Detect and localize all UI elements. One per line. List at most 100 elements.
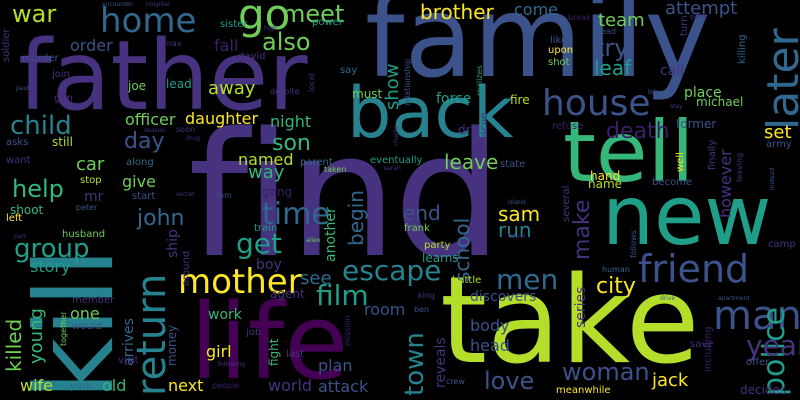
word-island: island (508, 199, 526, 206)
word-game: game (690, 13, 708, 20)
word-new: new (602, 169, 772, 264)
word-call: call (660, 63, 685, 79)
word-life: life (190, 281, 349, 400)
word-money: money (165, 324, 179, 366)
word-killing: killing (737, 34, 748, 64)
word-death: death (606, 119, 670, 144)
word-order: order (70, 36, 113, 55)
word-encounter: encounter (102, 1, 133, 8)
word-break: break (568, 13, 591, 22)
word-despite: despite (270, 87, 300, 96)
word-together: together (59, 311, 68, 346)
word-following: following (218, 361, 245, 368)
word-follows: follows (629, 230, 638, 258)
word-girl: girl (206, 342, 232, 361)
word-away: away (208, 78, 256, 99)
word-story: story (30, 257, 71, 276)
word-season: season (144, 127, 166, 134)
word-jack: jack (652, 370, 689, 391)
word-husband: husband (62, 229, 106, 240)
word-head: head (470, 336, 510, 355)
word-work: work (208, 307, 242, 323)
word-human: human (602, 265, 630, 274)
word-learns: learns (422, 251, 459, 265)
word-leaf: leaf (594, 56, 632, 80)
word-sister: sister (220, 19, 248, 30)
word-named: named (238, 150, 294, 169)
word-joe: joe (128, 79, 147, 93)
word-member: member (72, 295, 115, 306)
word-son: son (272, 131, 311, 156)
word-attack: attack (318, 377, 369, 396)
word-murder: murder (22, 53, 59, 64)
word-man: man (713, 293, 800, 339)
word-car: car (76, 154, 105, 175)
word-local: local (307, 73, 316, 92)
word-friend: friend (638, 247, 750, 291)
word-day: day (124, 129, 165, 154)
word-along: along (126, 157, 154, 168)
word-sam: sam (498, 202, 541, 226)
word-decides: decides (740, 383, 787, 397)
word-york: york (70, 381, 92, 392)
word-mr: mr (84, 189, 104, 205)
word-body: body (470, 316, 510, 335)
word-however: however (716, 149, 735, 218)
word-try: try (595, 34, 629, 62)
word-name: name (588, 177, 623, 191)
word-well: well (675, 152, 686, 172)
word-get: get (236, 227, 282, 260)
word-stay: stay (670, 103, 683, 110)
word-state: state (500, 159, 526, 170)
word-instead: instead (769, 167, 776, 190)
word-also: also (262, 28, 311, 56)
word-father: father (18, 20, 308, 132)
word-dead: dead (596, 27, 616, 36)
word-child: child (10, 111, 72, 141)
word-leaving: leaving (735, 152, 744, 182)
word-including: including (703, 326, 714, 372)
word-hand: hand (590, 169, 621, 183)
word-town: town (400, 332, 430, 396)
word-alien: alien (306, 237, 321, 244)
word-later: later (758, 28, 800, 130)
word-job: job (246, 327, 262, 338)
word-soon: soon (176, 125, 196, 134)
word-attempt: attempt (665, 0, 738, 19)
word-series: series (573, 286, 589, 328)
word-fight: fight (267, 338, 281, 367)
word-john: john (137, 206, 185, 231)
word-wife: wife (20, 376, 54, 395)
word-room: room (364, 300, 406, 319)
word-find: find (188, 95, 503, 296)
word-david: david (238, 51, 266, 62)
word-battle: battle (452, 275, 482, 286)
word-men: men (496, 263, 559, 296)
word-crew: crew (446, 377, 465, 386)
word-paul: paul (16, 85, 29, 92)
word-around: around (181, 250, 192, 286)
word-woman: woman (562, 358, 650, 386)
word-young: young (26, 308, 47, 364)
word-billy: billy (648, 89, 661, 96)
word-next: next (168, 376, 204, 395)
word-relationship: relationship (403, 58, 412, 106)
word-night: night (270, 112, 312, 131)
word-offer: offer (746, 357, 770, 368)
word-team: team (598, 10, 645, 31)
word-brother: brother (420, 0, 494, 24)
word-asks: asks (6, 137, 29, 148)
word-upon: upon (548, 45, 574, 56)
word-world: world (268, 376, 313, 395)
word-left: left (6, 213, 23, 224)
word-help: help (12, 175, 64, 203)
word-end: end (403, 201, 441, 225)
word-mission: mission (343, 315, 352, 346)
word-taken: taken (324, 165, 347, 174)
word-last: last (286, 349, 305, 360)
word-ben: ben (414, 305, 430, 314)
word-fire: fire (510, 93, 530, 107)
word-agent: agent (270, 287, 305, 301)
word-max: max (164, 39, 182, 48)
